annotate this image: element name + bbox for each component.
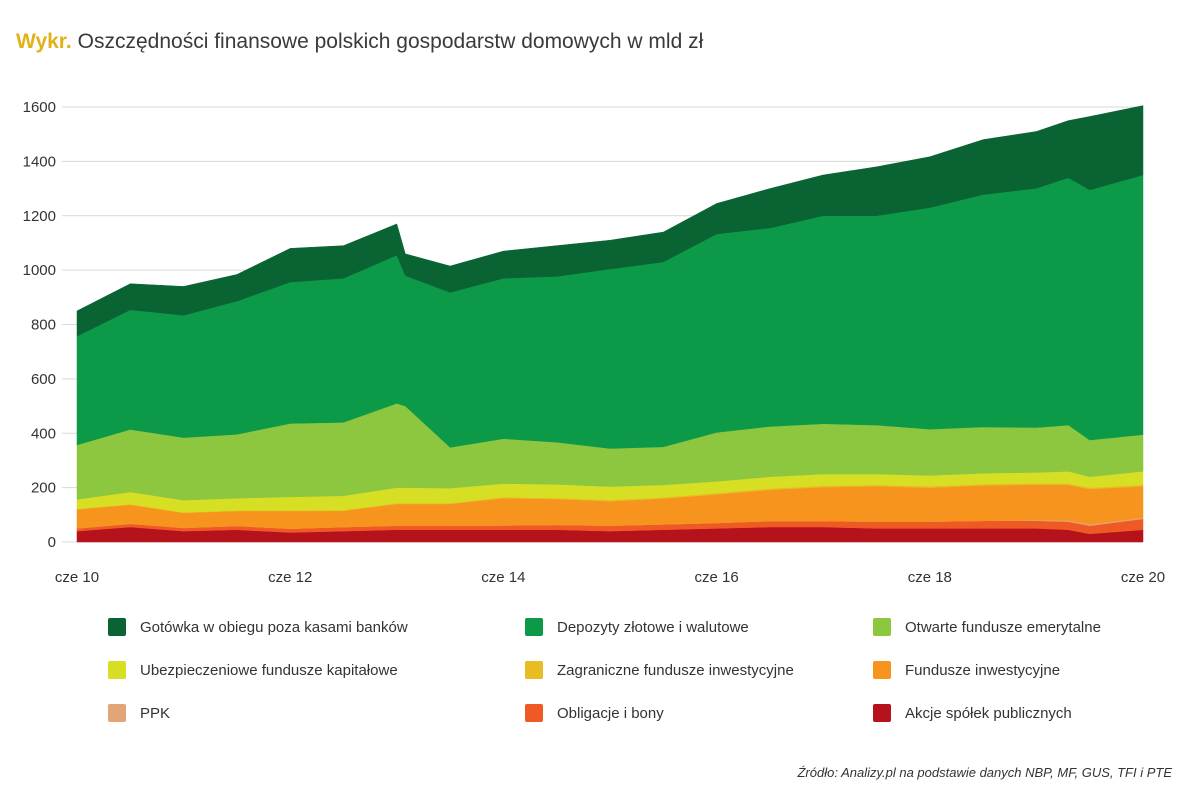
y-tick-label: 0: [48, 534, 56, 551]
legend-item: PPK: [108, 704, 170, 722]
legend-label: Depozyty złotowe i walutowe: [557, 618, 749, 636]
legend-item: Depozyty złotowe i walutowe: [525, 618, 749, 636]
x-tick-label: cze 12: [268, 569, 312, 586]
title-text: Oszczędności finansowe polskich gospodar…: [77, 30, 704, 53]
legend-item: Fundusze inwestycyjne: [873, 661, 1060, 679]
legend-label: Obligacje i bony: [557, 704, 664, 722]
legend-swatch: [108, 704, 126, 722]
chart-area: 0 200 400 600 800 1000 1200 1400 1600 cze 10 cze 1…: [23, 99, 1165, 586]
legend-item: Ubezpieczeniowe fundusze kapitałowe: [108, 661, 398, 679]
y-tick-label: 400: [31, 425, 56, 442]
legend-item: Gotówka w obiegu poza kasami banków: [108, 618, 408, 636]
y-tick-label: 600: [31, 371, 56, 388]
legend-item: Obligacje i bony: [525, 704, 664, 722]
y-tick-label: 1400: [23, 153, 56, 170]
legend-swatch: [525, 618, 543, 636]
x-tick-label: cze 20: [1121, 569, 1165, 586]
title-prefix: Wykr.: [16, 30, 72, 53]
legend-swatch: [108, 661, 126, 679]
source-note: Źródło: Analizy.pl na podstawie danych N…: [797, 765, 1172, 780]
legend-label: Fundusze inwestycyjne: [905, 661, 1061, 679]
legend-label: Gotówka w obiegu poza kasami banków: [140, 618, 408, 636]
legend-item: Zagraniczne fundusze inwestycyjne: [525, 661, 794, 679]
area-series-8: [76, 105, 1144, 337]
x-tick-label: cze 16: [694, 569, 738, 586]
legend-label: Otwarte fundusze emerytalne: [905, 618, 1101, 636]
y-tick-label: 800: [31, 317, 56, 334]
x-tick-label: cze 10: [55, 569, 99, 586]
x-tick-label: cze 14: [481, 569, 525, 586]
y-tick-label: 200: [31, 480, 56, 497]
y-tick-label: 1600: [23, 99, 56, 116]
y-tick-label: 1000: [23, 262, 56, 279]
legend-label: PPK: [140, 704, 171, 722]
legend-swatch: [873, 704, 891, 722]
legend-swatch: [108, 618, 126, 636]
legend-item: Akcje spółek publicznych: [873, 704, 1072, 722]
y-tick-label: 1200: [23, 208, 56, 225]
chart-title: Wykr. Oszczędności finansowe polskich gos…: [16, 30, 703, 54]
legend-item: Otwarte fundusze emerytalne: [873, 618, 1101, 636]
x-tick-label: cze 18: [908, 569, 952, 586]
legend-label: Zagraniczne fundusze inwestycyjne: [557, 661, 794, 679]
legend-swatch: [525, 704, 543, 722]
legend-label: Ubezpieczeniowe fundusze kapitałowe: [140, 661, 398, 679]
legend-swatch: [873, 661, 891, 679]
legend-swatch: [873, 618, 891, 636]
legend-swatch: [525, 661, 543, 679]
legend-label: Akcje spółek publicznych: [905, 704, 1072, 722]
